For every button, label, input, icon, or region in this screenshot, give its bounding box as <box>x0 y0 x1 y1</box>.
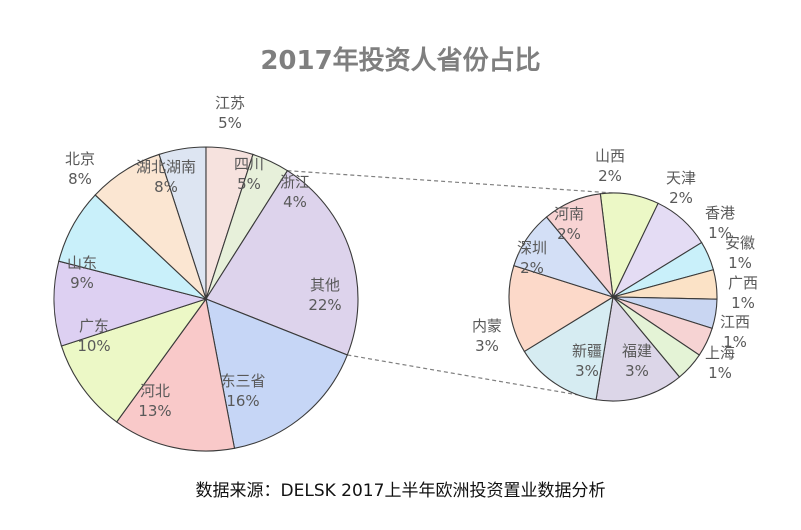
main-label-value: 5% <box>218 114 242 132</box>
main-label-value: 5% <box>237 175 261 193</box>
breakout-label-value: 1% <box>708 364 732 382</box>
main-label-2: 浙江 4% <box>280 173 310 211</box>
main-label-5: 河北 13% <box>138 382 171 420</box>
main-label-name: 浙江 <box>280 173 310 191</box>
breakout-label-1: 天津 2% <box>666 169 696 207</box>
connector-line-bottom <box>347 354 614 402</box>
connector-lines <box>287 170 614 402</box>
breakout-label-name: 山西 <box>595 147 625 165</box>
breakout-label-10: 深圳 2% <box>517 239 547 277</box>
main-label-3: 其他 22% <box>308 276 341 314</box>
breakout-label-6: 上海 1% <box>705 344 735 382</box>
main-label-7: 山东 9% <box>67 254 97 292</box>
main-label-value: 22% <box>308 296 341 314</box>
main-label-value: 13% <box>138 402 171 420</box>
main-label-name: 北京 <box>65 150 95 168</box>
slice-labels: 江苏 5% 四川 5% 浙江 4% 其他 22% 东三省 16% 河北 13% 广东 10% 山东 9% 北京 8… <box>65 94 758 420</box>
chart-title: 2017年投资人省份占比 <box>260 46 541 76</box>
main-label-0: 江苏 5% <box>215 94 245 132</box>
main-slice-5 <box>115 297 236 452</box>
main-label-4: 东三省 16% <box>220 372 265 410</box>
main-slice-7 <box>53 260 208 347</box>
connector-line-top <box>287 170 614 194</box>
breakout-slice-7 <box>595 295 681 402</box>
breakout-label-8: 新疆 3% <box>572 342 602 380</box>
breakout-label-value: 2% <box>598 167 622 185</box>
breakout-label-11: 河南 2% <box>554 205 584 243</box>
main-slice-6 <box>60 297 208 423</box>
main-label-name: 山东 <box>67 254 97 272</box>
main-label-value: 10% <box>77 337 110 355</box>
main-pie <box>53 146 359 452</box>
breakout-label-0: 山西 2% <box>595 147 625 185</box>
main-label-value: 8% <box>154 178 178 196</box>
main-label-6: 广东 10% <box>77 317 110 355</box>
main-label-name: 广东 <box>79 317 109 335</box>
main-label-value: 9% <box>70 274 94 292</box>
main-label-name: 河北 <box>140 382 170 400</box>
breakout-label-name: 河南 <box>554 205 584 223</box>
main-label-name: 四川 <box>234 155 264 173</box>
main-slice-9 <box>94 153 207 300</box>
breakout-label-name: 香港 <box>705 204 735 222</box>
breakout-slice-9 <box>508 264 615 353</box>
breakout-label-name: 上海 <box>705 344 735 362</box>
breakout-label-name: 深圳 <box>517 239 547 257</box>
main-slice-3 <box>205 169 359 356</box>
breakout-label-value: 1% <box>728 254 752 272</box>
breakout-label-name: 天津 <box>666 169 696 187</box>
main-label-value: 16% <box>226 392 259 410</box>
breakout-label-value: 1% <box>708 224 732 242</box>
main-label-value: 4% <box>283 193 307 211</box>
main-label-9: 湖北湖南 8% <box>136 158 196 196</box>
main-slice-4 <box>205 298 349 449</box>
breakout-label-name: 福建 <box>622 342 652 360</box>
breakout-label-name: 安徽 <box>725 234 755 252</box>
main-label-value: 8% <box>68 170 92 188</box>
breakout-label-name: 内蒙 <box>472 317 502 335</box>
breakout-label-value: 2% <box>520 259 544 277</box>
breakout-label-9: 内蒙 3% <box>472 317 502 355</box>
breakout-label-4: 广西 1% <box>728 274 758 312</box>
breakout-label-value: 3% <box>475 337 499 355</box>
breakout-label-value: 1% <box>731 294 755 312</box>
main-label-name: 湖北湖南 <box>136 158 196 176</box>
breakout-label-name: 广西 <box>728 274 758 292</box>
breakout-label-7: 福建 3% <box>622 342 652 380</box>
main-label-8: 北京 8% <box>65 150 95 188</box>
breakout-label-value: 2% <box>669 189 693 207</box>
breakout-label-name: 江西 <box>720 313 750 331</box>
breakout-label-value: 2% <box>557 225 581 243</box>
breakout-pie <box>508 192 718 402</box>
main-label-name: 江苏 <box>215 94 245 112</box>
breakout-label-5: 江西 1% <box>720 313 750 351</box>
breakout-slice-11 <box>545 193 614 299</box>
main-label-name: 东三省 <box>220 372 265 390</box>
breakout-slice-8 <box>523 295 614 401</box>
breakout-label-3: 安徽 1% <box>725 234 755 272</box>
breakout-label-value: 3% <box>575 362 599 380</box>
main-label-name: 其他 <box>310 276 340 294</box>
main-label-1: 四川 5% <box>234 155 264 193</box>
source-note: 数据来源：DELSK 2017上半年欧洲投资置业数据分析 <box>195 481 606 501</box>
breakout-label-value: 1% <box>723 333 747 351</box>
breakout-label-value: 3% <box>625 362 649 380</box>
breakout-label-name: 新疆 <box>572 342 602 360</box>
breakout-label-2: 香港 1% <box>705 204 735 242</box>
